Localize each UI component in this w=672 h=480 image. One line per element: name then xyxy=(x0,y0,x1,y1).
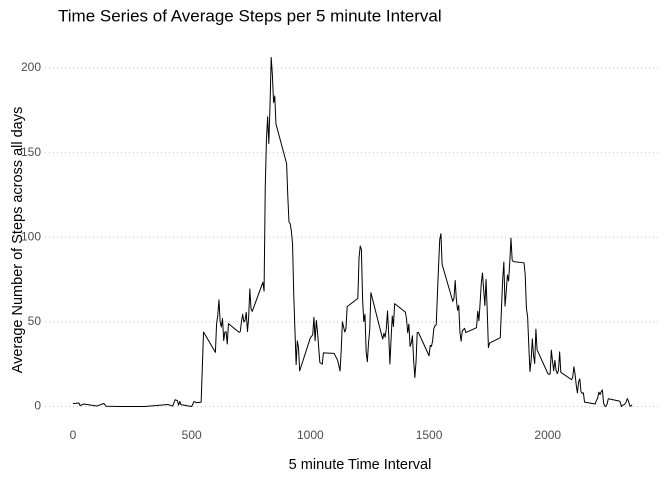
x-tick-label: 2000 xyxy=(534,428,561,442)
x-tick-label: 0 xyxy=(70,428,77,442)
y-tick-label: 150 xyxy=(21,145,41,159)
x-tick-label: 1500 xyxy=(416,428,443,442)
y-tick-label: 200 xyxy=(21,60,41,74)
y-tick-label: 100 xyxy=(21,229,41,243)
chart-title: Time Series of Average Steps per 5 minut… xyxy=(58,6,442,25)
data-line xyxy=(72,56,633,408)
x-axis-title: 5 minute Time Interval xyxy=(289,457,432,473)
y-axis-title: Average Number of Steps across all days xyxy=(10,107,26,374)
y-tick-label: 50 xyxy=(28,314,42,328)
x-tick-label: 1000 xyxy=(297,428,324,442)
y-tick-label: 0 xyxy=(34,399,41,413)
x-tick-label: 500 xyxy=(182,428,202,442)
